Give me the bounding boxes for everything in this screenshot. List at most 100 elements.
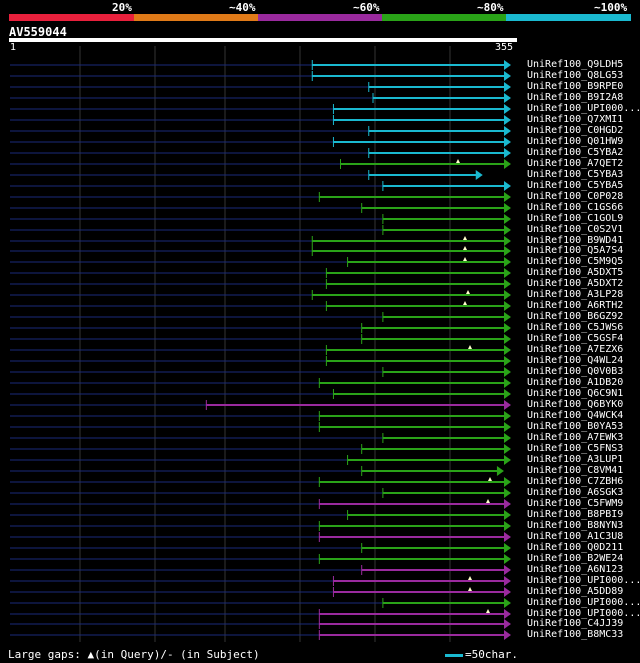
hit-name-link[interactable]: UniRef100_Q6C9N1 [527, 388, 624, 399]
hit-name-link[interactable]: UniRef100_C5M9Q5 [527, 256, 624, 267]
hit-name-link[interactable]: UniRef100_C4JJ39 [527, 618, 624, 629]
hit-name-link[interactable]: UniRef100_A5DD89 [527, 586, 624, 597]
hit-name-link[interactable]: UniRef100_Q0V0B3 [527, 366, 624, 377]
hit-name-link[interactable]: UniRef100_C5YBA5 [527, 180, 624, 191]
hit-name-link[interactable]: UniRef100_Q6BYK0 [527, 399, 624, 410]
hit-arrow-head [504, 236, 511, 246]
hit-arrow-head [504, 609, 511, 619]
hit-name-link[interactable]: UniRef100_A7QET2 [527, 158, 624, 169]
hit-name-link[interactable]: UniRef100_A6N123 [527, 564, 624, 575]
hit-name-link[interactable]: UniRef100_C7ZBH6 [527, 476, 624, 487]
legend-label-40: ~40% [229, 1, 256, 14]
hit-name-link[interactable]: UniRef100_Q01HW9 [527, 136, 624, 147]
hit-name-link[interactable]: UniRef100_A7EZX6 [527, 344, 624, 355]
hit-arrow-head [504, 192, 511, 202]
hit-arrow-head [504, 334, 511, 344]
hit-arrow-head [504, 323, 511, 333]
legend-label-60: ~60% [353, 1, 380, 14]
hit-name-link[interactable]: UniRef100_B9I2A8 [527, 92, 624, 103]
hit-name-link[interactable]: UniRef100_B9RPE0 [527, 81, 624, 92]
query-gap-marker [468, 345, 472, 349]
hit-name-link[interactable]: UniRef100_A7EWK3 [527, 432, 624, 443]
hit-name-link[interactable]: UniRef100_A5DXT2 [527, 278, 624, 289]
hit-arrow-head [504, 82, 511, 92]
hit-arrow-head [504, 257, 511, 267]
hit-name-link[interactable]: UniRef100_A3LP28 [527, 289, 624, 300]
hit-name-link[interactable]: UniRef100_A3LUP1 [527, 454, 624, 465]
hit-name-link[interactable]: UniRef100_UPI000... [527, 103, 640, 114]
hit-name-link[interactable]: UniRef100_A6RTH2 [527, 300, 624, 311]
identity-legend: 20% ~40% ~60% ~80% ~100% [0, 0, 640, 22]
hit-name-link[interactable]: UniRef100_B8NYN3 [527, 520, 624, 531]
hit-arrow-head [504, 565, 511, 575]
query-gap-marker [466, 290, 470, 294]
hit-arrow-head [504, 104, 511, 114]
hit-name-link[interactable]: UniRef100_C1GS66 [527, 202, 624, 213]
query-gap-marker [488, 477, 492, 481]
legend-segment-40 [134, 14, 258, 21]
hit-name-link[interactable]: UniRef100_C0HGD2 [527, 125, 624, 136]
hit-arrow-head [504, 301, 511, 311]
hit-name-link[interactable]: UniRef100_Q8LG53 [527, 70, 624, 81]
footer-note: Large gaps: ▲(in Query)/- (in Subject) [8, 648, 260, 661]
hit-arrow-head [504, 554, 511, 564]
hit-arrow-head [504, 71, 511, 81]
hit-name-link[interactable]: UniRef100_UPI000... [527, 575, 640, 586]
legend-label-20: 20% [112, 1, 132, 14]
hit-arrow-head [496, 466, 504, 476]
hit-arrow-head [504, 203, 511, 213]
hit-arrow-head [504, 214, 511, 224]
hit-arrow-head [504, 598, 511, 608]
hit-name-link[interactable]: UniRef100_UPI000... [527, 608, 640, 619]
hit-name-link[interactable]: UniRef100_B6GZ92 [527, 311, 624, 322]
hit-name-link[interactable]: UniRef100_C0P028 [527, 191, 624, 202]
hit-name-link[interactable]: UniRef100_Q7XMI1 [527, 114, 624, 125]
hit-name-link[interactable]: UniRef100_B0YA53 [527, 421, 624, 432]
scale-text: =50char. [465, 648, 518, 661]
hit-name-link[interactable]: UniRef100_C5FNS3 [527, 443, 624, 454]
hit-name-link[interactable]: UniRef100_UPI000... [527, 597, 640, 608]
hit-arrow-head [504, 630, 511, 640]
hit-name-link[interactable]: UniRef100_Q5A7S4 [527, 245, 624, 256]
query-gap-marker [463, 257, 467, 261]
hit-name-link[interactable]: UniRef100_C5FWM9 [527, 498, 624, 509]
hit-name-link[interactable]: UniRef100_A1C3U8 [527, 531, 624, 542]
hit-name-link[interactable]: UniRef100_C5YBA3 [527, 169, 624, 180]
legend-segment-100 [506, 14, 631, 21]
hit-name-link[interactable]: UniRef100_B8MC33 [527, 629, 624, 640]
hit-name-link[interactable]: UniRef100_B9WD41 [527, 235, 624, 246]
hit-arrow-head [504, 532, 511, 542]
query-gap-marker [486, 499, 490, 503]
hit-name-link[interactable]: UniRef100_C5YBA2 [527, 147, 624, 158]
hit-name-link[interactable]: UniRef100_C0S2V1 [527, 224, 624, 235]
hit-name-link[interactable]: UniRef100_B8PBI9 [527, 509, 624, 520]
hit-name-link[interactable]: UniRef100_Q0D211 [527, 542, 624, 553]
hit-arrow-head [504, 367, 511, 377]
legend-segment-60 [258, 14, 382, 21]
query-bar [9, 38, 517, 42]
hit-name-link[interactable]: UniRef100_B2WE24 [527, 553, 624, 564]
hit-arrow-head [504, 576, 511, 586]
hit-arrow-head [504, 422, 511, 432]
query-gap-marker [463, 236, 467, 240]
hit-name-link[interactable]: UniRef100_Q9LDH5 [527, 59, 624, 70]
hit-name-link[interactable]: UniRef100_Q4WCK4 [527, 410, 624, 421]
hit-arrow-head [504, 312, 511, 322]
hit-arrow-head [504, 225, 511, 235]
hit-name-link[interactable]: UniRef100_A1DB20 [527, 377, 624, 388]
hit-name-link[interactable]: UniRef100_C8VM41 [527, 465, 624, 476]
hit-name-link[interactable]: UniRef100_C5JWS6 [527, 322, 624, 333]
hit-name-link[interactable]: UniRef100_C5GSF4 [527, 333, 624, 344]
query-end-label: 355 [495, 42, 514, 53]
legend-segment-20 [9, 14, 134, 21]
hit-name-link[interactable]: UniRef100_A6SGK3 [527, 487, 624, 498]
hit-name-link[interactable]: UniRef100_C1GOL9 [527, 213, 624, 224]
query-name: AV559044 [9, 25, 67, 39]
hit-arrow-head [504, 93, 511, 103]
hit-name-link[interactable]: UniRef100_A5DXT5 [527, 267, 624, 278]
hit-arrow-head [504, 510, 511, 520]
hit-name-link[interactable]: UniRef100_Q4WL24 [527, 355, 624, 366]
hit-arrow-head [504, 115, 511, 125]
